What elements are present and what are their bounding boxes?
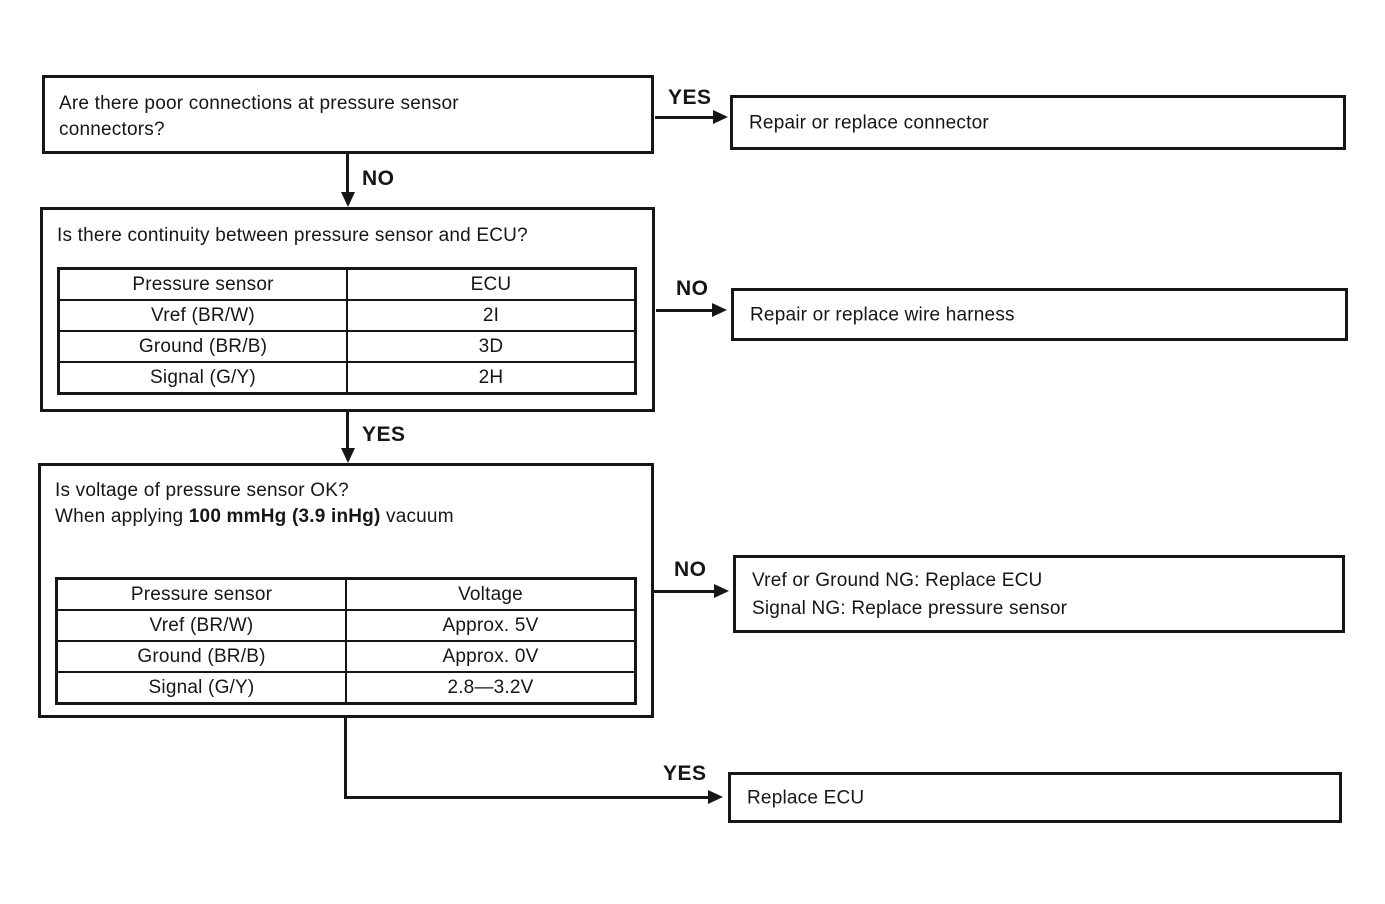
branch-label-no: NO [674, 558, 707, 581]
branch-label-yes: YES [668, 86, 712, 109]
arrowhead-right-icon [712, 303, 727, 317]
connector-line [656, 309, 714, 312]
ng-action-line1: Vref or Ground NG: Replace ECU [752, 570, 1043, 591]
table-cell: Ground (BR/B) [57, 330, 348, 363]
table-cell: Ground (BR/B) [55, 640, 347, 673]
question-line1: Is voltage of pressure sensor OK? [55, 480, 349, 501]
branch-label-no: NO [676, 277, 709, 300]
table-cell: Signal (G/Y) [55, 671, 347, 705]
table-cell: 2.8—3.2V [345, 671, 637, 705]
table-row: Vref (BR/W) Approx. 5V [55, 609, 637, 642]
arrowhead-down-icon [341, 192, 355, 207]
connector-line [655, 116, 715, 119]
table-cell: Approx. 0V [345, 640, 637, 673]
column-header: Pressure sensor [57, 267, 348, 301]
question-line2-prefix: When applying [55, 506, 189, 527]
column-header: Voltage [345, 577, 637, 611]
table-header-row: Pressure sensor Voltage [55, 577, 637, 611]
action-box-replace-ecu: Replace ECU [728, 772, 1342, 823]
table-cell: Approx. 5V [345, 609, 637, 642]
table-row: Vref (BR/W) 2I [57, 299, 637, 332]
table-row: Signal (G/Y) 2.8—3.2V [55, 671, 637, 705]
table-cell: Vref (BR/W) [55, 609, 347, 642]
action-text: Replace ECU [747, 787, 865, 808]
branch-label-yes: YES [362, 423, 406, 446]
action-text: Repair or replace wire harness [750, 304, 1015, 325]
connector-line [344, 718, 347, 799]
connector-line [344, 796, 710, 799]
decision-question: Are there poor connections at pressure s… [59, 93, 459, 140]
question-line2-suffix: vacuum [380, 506, 454, 527]
action-box-repair-connector: Repair or replace connector [730, 95, 1346, 150]
branch-label-yes: YES [663, 762, 707, 785]
decision-box-poor-connections: Are there poor connections at pressure s… [42, 75, 654, 154]
branch-label-no: NO [362, 167, 395, 190]
arrowhead-right-icon [713, 110, 728, 124]
table-cell: Signal (G/Y) [57, 361, 348, 395]
table-row: Ground (BR/B) 3D [57, 330, 637, 363]
action-box-repair-harness: Repair or replace wire harness [731, 288, 1348, 341]
connector-line [346, 412, 349, 448]
table-cell: Vref (BR/W) [57, 299, 348, 332]
vacuum-spec-value: 100 mmHg (3.9 inHg) [188, 506, 381, 527]
table-header-row: Pressure sensor ECU [57, 267, 637, 301]
connector-line [654, 590, 716, 593]
continuity-table: Pressure sensor ECU Vref (BR/W) 2I Groun… [57, 267, 637, 395]
connector-line [346, 154, 349, 194]
table-cell: 2I [346, 299, 637, 332]
column-header: Pressure sensor [55, 577, 347, 611]
decision-question: Is voltage of pressure sensor OK? When a… [41, 466, 651, 530]
table-cell: 2H [346, 361, 637, 395]
action-text: Vref or Ground NG: Replace ECU Signal NG… [752, 567, 1067, 623]
arrowhead-down-icon [341, 448, 355, 463]
table-row: Ground (BR/B) Approx. 0V [55, 640, 637, 673]
arrowhead-right-icon [708, 790, 723, 804]
decision-question: Is there continuity between pressure sen… [57, 225, 528, 246]
table-row: Signal (G/Y) 2H [57, 361, 637, 395]
column-header: ECU [346, 267, 637, 301]
ng-action-line2: Signal NG: Replace pressure sensor [752, 598, 1068, 619]
voltage-table: Pressure sensor Voltage Vref (BR/W) Appr… [55, 577, 637, 705]
table-cell: 3D [346, 330, 637, 363]
action-text: Repair or replace connector [749, 112, 989, 133]
arrowhead-right-icon [714, 584, 729, 598]
action-box-ng-replacements: Vref or Ground NG: Replace ECU Signal NG… [733, 555, 1345, 633]
